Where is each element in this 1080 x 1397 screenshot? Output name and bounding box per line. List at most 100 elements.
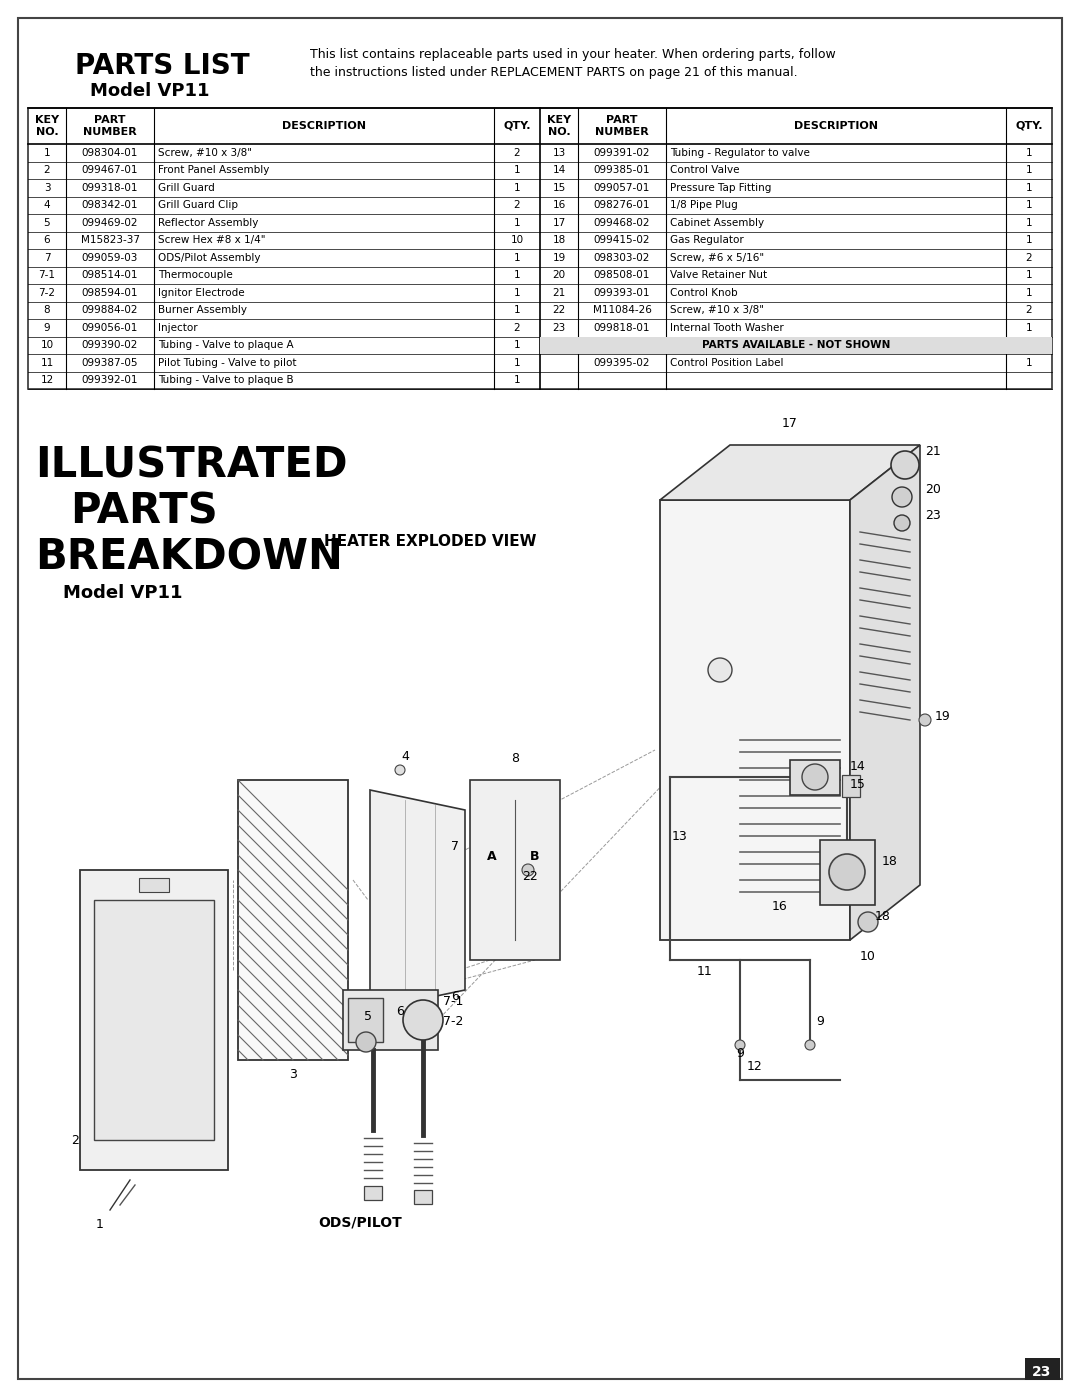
Text: 13: 13 bbox=[552, 148, 566, 158]
Text: Tubing - Valve to plaque B: Tubing - Valve to plaque B bbox=[158, 376, 294, 386]
Text: 099387-05: 099387-05 bbox=[82, 358, 138, 367]
Text: Burner Assembly: Burner Assembly bbox=[158, 306, 247, 316]
Circle shape bbox=[356, 1032, 376, 1052]
Text: 12: 12 bbox=[40, 376, 54, 386]
Text: 1: 1 bbox=[1026, 200, 1032, 211]
Text: 6: 6 bbox=[43, 235, 51, 246]
Bar bbox=[1025, 1358, 1059, 1380]
Text: 6: 6 bbox=[396, 1004, 404, 1018]
Text: This list contains replaceable parts used in your heater. When ordering parts, f: This list contains replaceable parts use… bbox=[310, 47, 836, 80]
Text: 1: 1 bbox=[1026, 165, 1032, 175]
Text: KEY
NO.: KEY NO. bbox=[35, 115, 59, 137]
Text: ILLUSTRATED: ILLUSTRATED bbox=[35, 444, 348, 486]
Text: 23: 23 bbox=[924, 509, 941, 522]
Text: 1: 1 bbox=[514, 358, 521, 367]
Circle shape bbox=[891, 451, 919, 479]
Text: 9: 9 bbox=[816, 1016, 824, 1028]
Bar bbox=[540, 337, 1052, 353]
Text: 1: 1 bbox=[1026, 148, 1032, 158]
Text: Injector: Injector bbox=[158, 323, 198, 332]
Text: 1: 1 bbox=[1026, 288, 1032, 298]
Text: 2: 2 bbox=[514, 200, 521, 211]
Text: 22: 22 bbox=[522, 870, 538, 883]
Text: 1: 1 bbox=[514, 270, 521, 281]
Text: 22: 22 bbox=[552, 306, 566, 316]
Text: Pressure Tap Fitting: Pressure Tap Fitting bbox=[670, 183, 771, 193]
Text: 2: 2 bbox=[43, 165, 51, 175]
Bar bbox=[343, 990, 438, 1051]
Text: ODS/Pilot Assembly: ODS/Pilot Assembly bbox=[158, 253, 260, 263]
Text: 2: 2 bbox=[1026, 306, 1032, 316]
Text: 1: 1 bbox=[514, 183, 521, 193]
Bar bbox=[842, 775, 860, 798]
Text: 7: 7 bbox=[43, 253, 51, 263]
Bar bbox=[364, 1186, 382, 1200]
Text: 11: 11 bbox=[697, 965, 713, 978]
Bar bbox=[80, 870, 228, 1171]
Text: 4: 4 bbox=[43, 200, 51, 211]
Text: 3: 3 bbox=[289, 1067, 297, 1081]
Text: 1: 1 bbox=[1026, 270, 1032, 281]
Text: Front Panel Assembly: Front Panel Assembly bbox=[158, 165, 269, 175]
Text: Model VP11: Model VP11 bbox=[63, 584, 183, 602]
Circle shape bbox=[802, 764, 828, 789]
Text: 18: 18 bbox=[552, 235, 566, 246]
Text: Reflector Assembly: Reflector Assembly bbox=[158, 218, 258, 228]
Circle shape bbox=[919, 714, 931, 726]
Text: Thermocouple: Thermocouple bbox=[158, 270, 233, 281]
Text: 1: 1 bbox=[1026, 323, 1032, 332]
Text: Screw, #10 x 3/8": Screw, #10 x 3/8" bbox=[670, 306, 764, 316]
Text: Grill Guard: Grill Guard bbox=[158, 183, 215, 193]
Text: 099393-01: 099393-01 bbox=[594, 288, 650, 298]
Text: Control Knob: Control Knob bbox=[670, 288, 738, 298]
Text: 099818-01: 099818-01 bbox=[594, 323, 650, 332]
Circle shape bbox=[858, 912, 878, 932]
Text: Pilot Tubing - Valve to pilot: Pilot Tubing - Valve to pilot bbox=[158, 358, 297, 367]
Bar bbox=[414, 1190, 432, 1204]
Text: 1: 1 bbox=[96, 1218, 104, 1232]
Text: 11: 11 bbox=[40, 358, 54, 367]
Text: M15823-37: M15823-37 bbox=[81, 235, 139, 246]
Text: 15: 15 bbox=[552, 183, 566, 193]
Text: 12: 12 bbox=[747, 1060, 762, 1073]
Text: 2: 2 bbox=[514, 148, 521, 158]
Text: 1: 1 bbox=[514, 218, 521, 228]
Text: 20: 20 bbox=[553, 270, 566, 281]
Text: 8: 8 bbox=[511, 752, 519, 766]
Text: 7-2: 7-2 bbox=[443, 1016, 463, 1028]
Text: KEY
NO.: KEY NO. bbox=[546, 115, 571, 137]
Text: 099385-01: 099385-01 bbox=[594, 165, 650, 175]
Bar bbox=[238, 780, 348, 1060]
Text: 098276-01: 098276-01 bbox=[594, 200, 650, 211]
Text: 2: 2 bbox=[1026, 253, 1032, 263]
Circle shape bbox=[829, 854, 865, 890]
Text: PARTS: PARTS bbox=[70, 490, 218, 532]
Text: BREAKDOWN: BREAKDOWN bbox=[35, 536, 342, 578]
Text: PART
NUMBER: PART NUMBER bbox=[595, 115, 649, 137]
Text: 17: 17 bbox=[552, 218, 566, 228]
Text: Control Valve: Control Valve bbox=[670, 165, 740, 175]
Circle shape bbox=[708, 658, 732, 682]
Text: PARTS LIST: PARTS LIST bbox=[75, 52, 249, 80]
Text: 098594-01: 098594-01 bbox=[82, 288, 138, 298]
Text: DESCRIPTION: DESCRIPTION bbox=[282, 122, 366, 131]
Text: 19: 19 bbox=[552, 253, 566, 263]
Text: Gas Regulator: Gas Regulator bbox=[670, 235, 744, 246]
Text: 099318-01: 099318-01 bbox=[82, 183, 138, 193]
Polygon shape bbox=[660, 500, 850, 940]
Text: ODS/PILOT: ODS/PILOT bbox=[318, 1215, 402, 1229]
Bar bbox=[789, 760, 840, 795]
Text: 7-1: 7-1 bbox=[39, 270, 55, 281]
Text: 5: 5 bbox=[43, 218, 51, 228]
Text: 10: 10 bbox=[511, 235, 524, 246]
Text: 23: 23 bbox=[1032, 1365, 1052, 1379]
Text: 14: 14 bbox=[850, 760, 866, 773]
Text: PARTS AVAILABLE - NOT SHOWN: PARTS AVAILABLE - NOT SHOWN bbox=[702, 341, 890, 351]
Text: 6: 6 bbox=[451, 990, 459, 1003]
Text: 13: 13 bbox=[672, 830, 688, 842]
Text: 18: 18 bbox=[882, 855, 897, 868]
Text: QTY.: QTY. bbox=[1015, 122, 1043, 131]
Text: 098514-01: 098514-01 bbox=[82, 270, 138, 281]
Polygon shape bbox=[660, 446, 920, 500]
Bar bbox=[94, 900, 214, 1140]
